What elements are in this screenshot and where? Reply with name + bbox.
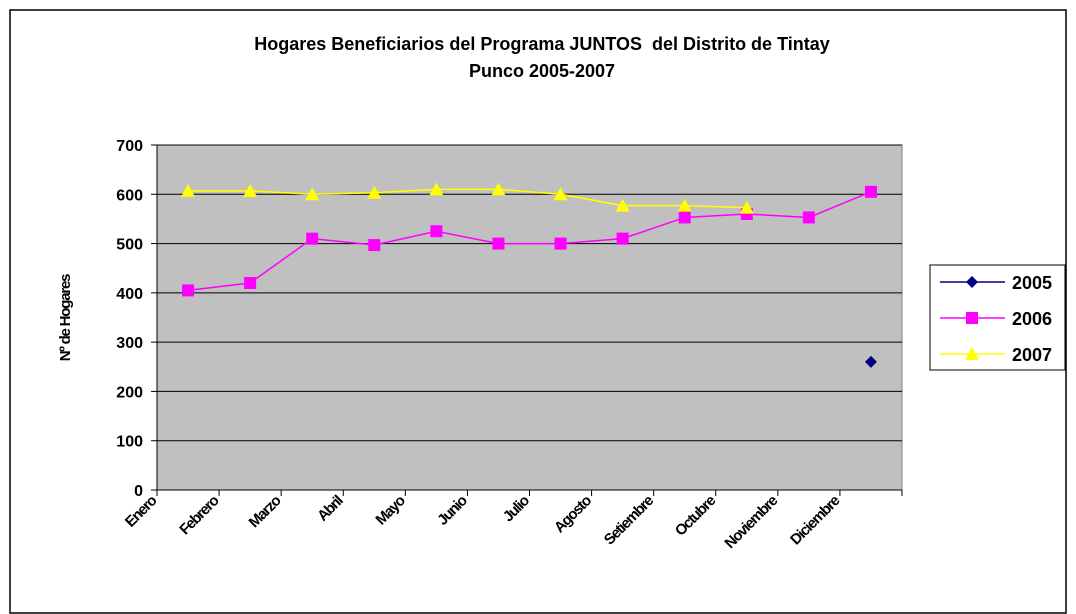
marker: [181, 183, 196, 197]
marker: [616, 232, 629, 245]
chart-title: Hogares Beneficiarios del Programa JUNTO…: [254, 34, 830, 54]
marker: [965, 347, 979, 360]
y-tick-label: 300: [116, 335, 143, 352]
marker: [966, 312, 978, 324]
legend-label: 2005: [1012, 273, 1052, 293]
marker: [677, 198, 692, 212]
series-line: [188, 188, 747, 209]
marker: [492, 237, 505, 250]
marker: [553, 187, 568, 201]
y-tick-label: 100: [116, 434, 143, 451]
marker: [244, 277, 257, 289]
y-tick-label: 500: [116, 237, 143, 254]
marker: [182, 284, 195, 297]
marker: [367, 185, 382, 199]
y-tick-label: 400: [116, 286, 143, 303]
marker: [615, 198, 630, 212]
marker: [305, 187, 320, 201]
y-axis-label: Nº de Hogares: [57, 274, 74, 361]
marker: [306, 232, 319, 245]
marker: [554, 237, 567, 250]
marker: [966, 276, 978, 288]
y-tick-label: 0: [134, 483, 143, 500]
series-line: [187, 191, 872, 292]
marker: [739, 200, 754, 214]
marker: [864, 355, 877, 368]
y-tick-label: 600: [116, 187, 143, 204]
marker: [430, 225, 443, 238]
marker: [491, 182, 506, 196]
legend-label: 2006: [1012, 309, 1052, 329]
legend-label: 2007: [1012, 345, 1052, 365]
marker: [243, 183, 258, 197]
marker: [429, 182, 444, 196]
y-tick-label: 200: [116, 384, 143, 401]
marker: [678, 211, 691, 224]
marker: [802, 211, 815, 224]
marker: [368, 239, 381, 252]
marker: [864, 185, 877, 198]
chart-title: Punco 2005-2007: [469, 61, 615, 81]
y-tick-label: 700: [116, 138, 143, 155]
plot-area: [156, 144, 903, 491]
